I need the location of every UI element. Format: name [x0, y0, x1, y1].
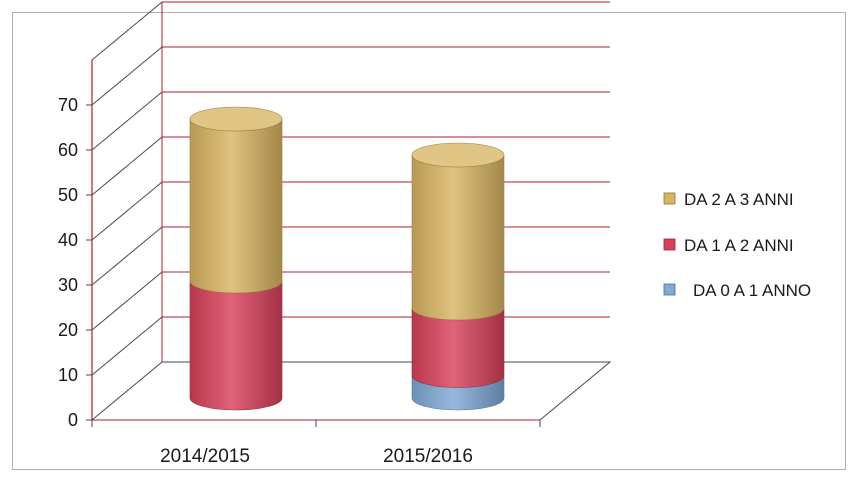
gridlines [91, 1, 610, 376]
legend-item: DA 0 A 1 ANNO [663, 281, 811, 300]
chart-floor [90, 361, 612, 421]
legend-item: DA 2 A 3 ANNI [663, 190, 794, 209]
legend: DA 2 A 3 ANNI DA 1 A 2 ANNI DA 0 A 1 ANNO [663, 190, 811, 300]
gridline-side [91, 1, 163, 61]
y-tick-label: 50 [58, 185, 78, 205]
gridline-side [91, 226, 163, 286]
legend-swatch [663, 238, 676, 251]
y-tick-label: 20 [58, 320, 78, 340]
legend-label: DA 1 A 2 ANNI [684, 236, 794, 255]
gridline-side [91, 136, 163, 196]
gridline-side [91, 46, 163, 106]
y-tick-label: 60 [58, 140, 78, 160]
legend-item: DA 1 A 2 ANNI [663, 236, 794, 255]
y-tick-label: 70 [58, 95, 78, 115]
y-tick-label: 10 [58, 365, 78, 385]
legend-swatch [663, 192, 676, 205]
chart-walls [90, 361, 612, 421]
legend-label: DA 0 A 1 ANNO [693, 281, 811, 300]
bar-segment [411, 154, 505, 321]
y-axis-ticks: 0 10 20 30 40 50 60 70 [58, 95, 92, 430]
y-tick-label: 30 [58, 275, 78, 295]
x-category-label: 2014/2015 [160, 446, 250, 467]
y-tick-label: 0 [68, 410, 78, 430]
gridline-side [91, 181, 163, 241]
bars [189, 106, 505, 411]
gridline-side [91, 271, 163, 331]
bar-top-cap [189, 106, 283, 132]
x-axis-labels: 2014/2015 2015/2016 [160, 446, 473, 467]
bar-segment [189, 118, 283, 294]
bar-segment [189, 280, 283, 411]
gridline-side [91, 316, 163, 376]
gridline-side [91, 91, 163, 151]
y-tick-label: 40 [58, 230, 78, 250]
bar-top-cap [411, 142, 505, 168]
legend-swatch [663, 283, 676, 296]
x-category-label: 2015/2016 [383, 446, 473, 467]
legend-label: DA 2 A 3 ANNI [684, 190, 794, 209]
